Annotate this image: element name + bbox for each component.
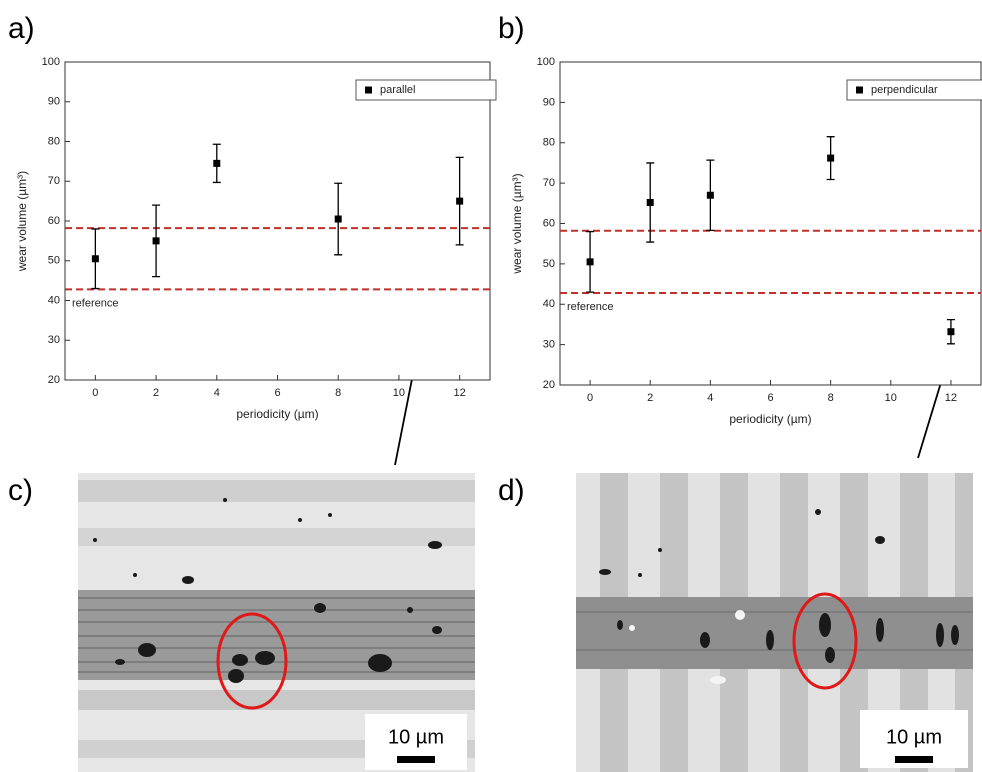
panel-label: a) — [8, 12, 35, 45]
x-tick-label: 12 — [454, 387, 466, 399]
x-tick-label: 2 — [153, 387, 159, 399]
data-point — [334, 215, 342, 223]
legend-box — [846, 79, 982, 101]
x-tick-label: 4 — [707, 392, 713, 404]
y-tick-label: 70 — [543, 177, 555, 189]
data-point — [456, 197, 464, 205]
x-axis-label: periodicity (µm) — [236, 407, 318, 421]
legend-marker — [856, 86, 863, 94]
y-tick-label: 30 — [543, 339, 555, 351]
panel-label: d) — [498, 474, 525, 507]
y-tick-label: 50 — [48, 255, 60, 267]
y-tick-label: 80 — [48, 135, 60, 147]
y-tick-label: 60 — [543, 217, 555, 229]
x-axis-label: periodicity (µm) — [729, 412, 811, 426]
x-tick-label: 4 — [214, 387, 220, 399]
data-point — [947, 328, 955, 336]
micrograph-c: 10 µm — [78, 473, 475, 772]
plot-frame — [64, 61, 491, 381]
reference-label: reference — [567, 301, 613, 313]
y-tick-label: 20 — [48, 374, 60, 386]
y-tick-label: 70 — [48, 175, 60, 187]
data-point — [706, 191, 714, 199]
x-tick-label: 10 — [393, 387, 405, 399]
plot: 20 30 40 50 60 70 80 90 100 0 2 4 6 8 10 12 periodicity … — [510, 56, 982, 426]
plot: 20 30 40 50 60 70 80 90 100 0 2 4 6 8 10 12 periodicity … — [15, 56, 497, 421]
plot-frame — [559, 61, 982, 386]
y-tick-label: 80 — [543, 137, 555, 149]
scale-bar-label: 10 µm — [388, 726, 444, 748]
data-point — [586, 258, 594, 266]
y-tick-label: 30 — [48, 334, 60, 346]
data-point — [213, 159, 221, 167]
y-tick-label: 100 — [537, 56, 555, 68]
y-tick-label: 100 — [42, 56, 60, 68]
data-point — [827, 154, 835, 162]
x-tick-label: 8 — [828, 392, 834, 404]
panel-label: b) — [498, 12, 525, 45]
y-tick-label: 20 — [543, 379, 555, 391]
data-point — [91, 255, 99, 263]
x-tick-label: 6 — [767, 392, 773, 404]
x-tick-label: 0 — [587, 392, 593, 404]
legend-box — [355, 79, 497, 101]
x-tick-label: 0 — [92, 387, 98, 399]
panel-label: c) — [8, 474, 33, 507]
x-tick-label: 8 — [335, 387, 341, 399]
y-axis-label: wear volume (µm³) — [510, 173, 524, 274]
legend-label: parallel — [380, 84, 415, 96]
y-tick-label: 60 — [48, 215, 60, 227]
legend-label: perpendicular — [871, 84, 938, 96]
x-tick-label: 2 — [647, 392, 653, 404]
y-tick-label: 40 — [543, 298, 555, 310]
x-tick-label: 10 — [885, 392, 897, 404]
y-tick-label: 50 — [543, 258, 555, 270]
legend-marker — [365, 86, 372, 94]
y-tick-label: 40 — [48, 294, 60, 306]
x-tick-label: 12 — [945, 392, 957, 404]
y-tick-label: 90 — [48, 96, 60, 108]
data-point — [646, 199, 654, 207]
scale-bar-label: 10 µm — [886, 726, 942, 748]
reference-label: reference — [72, 297, 118, 309]
micrograph-d: 10 µm — [576, 473, 973, 772]
y-axis-label: wear volume (µm³) — [15, 171, 29, 272]
y-tick-label: 90 — [543, 96, 555, 108]
x-tick-label: 6 — [274, 387, 280, 399]
data-point — [152, 237, 160, 245]
